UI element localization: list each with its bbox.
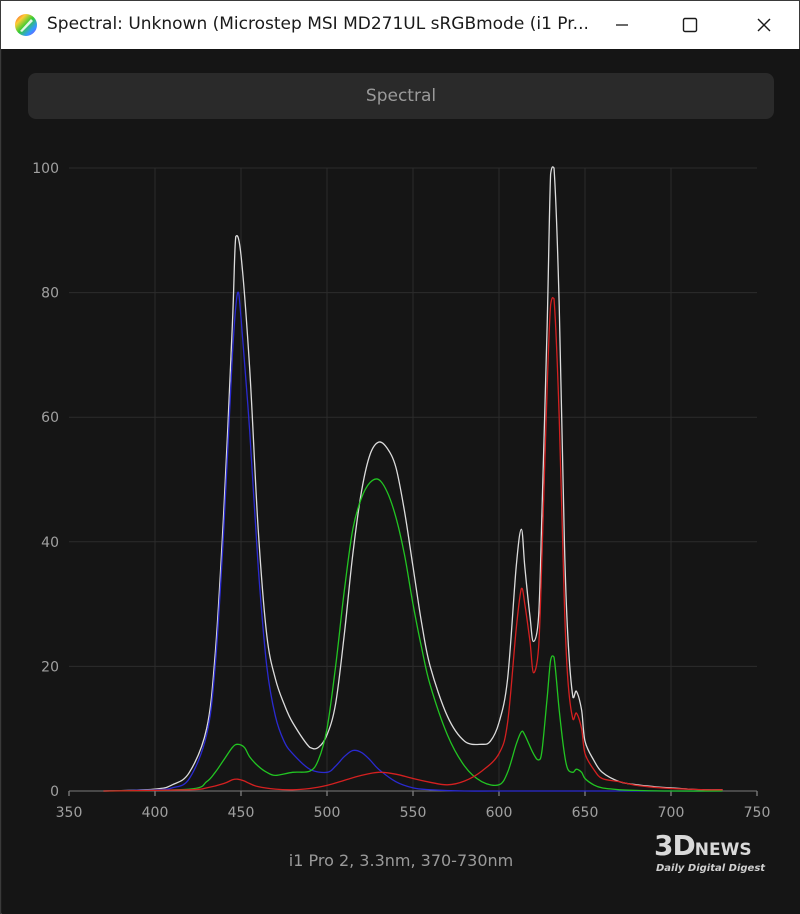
x-tick-label: 750	[744, 805, 771, 821]
title-bar[interactable]: Spectral: Unknown (Microstep MSI MD271UL…	[1, 1, 799, 49]
watermark-logo: 3DNEWS Daily Digital Digest	[654, 829, 784, 879]
y-tick-label: 20	[41, 659, 59, 675]
minimize-icon	[616, 24, 628, 26]
maximize-icon	[682, 17, 698, 33]
rainbow-palette-icon	[15, 14, 37, 36]
x-tick-label: 400	[142, 805, 169, 821]
x-tick-label: 700	[658, 805, 685, 821]
window-title: Spectral: Unknown (Microstep MSI MD271UL…	[47, 14, 587, 34]
watermark-main: 3DNEWS	[654, 829, 752, 862]
close-icon	[757, 18, 771, 32]
y-tick-label: 100	[32, 161, 59, 177]
chart-panel: Spectral 0 20 40 60 80 100 350 400 450 500 550 600 6…	[2, 49, 800, 914]
minimize-button[interactable]	[589, 1, 655, 49]
y-tick-label: 40	[41, 535, 59, 551]
spectrum-series-line-1	[103, 291, 723, 792]
y-tick-label: 0	[50, 784, 59, 800]
x-tick-label: 600	[486, 805, 513, 821]
spectrum-series-line-2	[103, 478, 723, 792]
watermark-sub: Daily Digital Digest	[656, 863, 766, 874]
close-button[interactable]	[731, 1, 797, 49]
y-tick-label: 60	[41, 410, 59, 426]
x-tick-label: 650	[572, 805, 599, 821]
spectrum-series-line-0	[103, 166, 723, 792]
x-tick-label: 350	[56, 805, 83, 821]
instrument-caption: i1 Pro 2, 3.3nm, 370-730nm	[288, 851, 514, 870]
x-tick-label: 450	[228, 805, 255, 821]
tab-spectral[interactable]: Spectral	[28, 73, 774, 119]
spectrum-series-line-3	[103, 297, 723, 792]
tab-spectral-label: Spectral	[365, 86, 437, 106]
x-tick-label: 500	[314, 805, 341, 821]
spectral-chart: 0 20 40 60 80 100 350 400 450 500 550 600 650 700 750	[32, 161, 771, 821]
y-tick-label: 80	[41, 286, 59, 302]
x-tick-label: 550	[400, 805, 427, 821]
maximize-button[interactable]	[657, 1, 723, 49]
